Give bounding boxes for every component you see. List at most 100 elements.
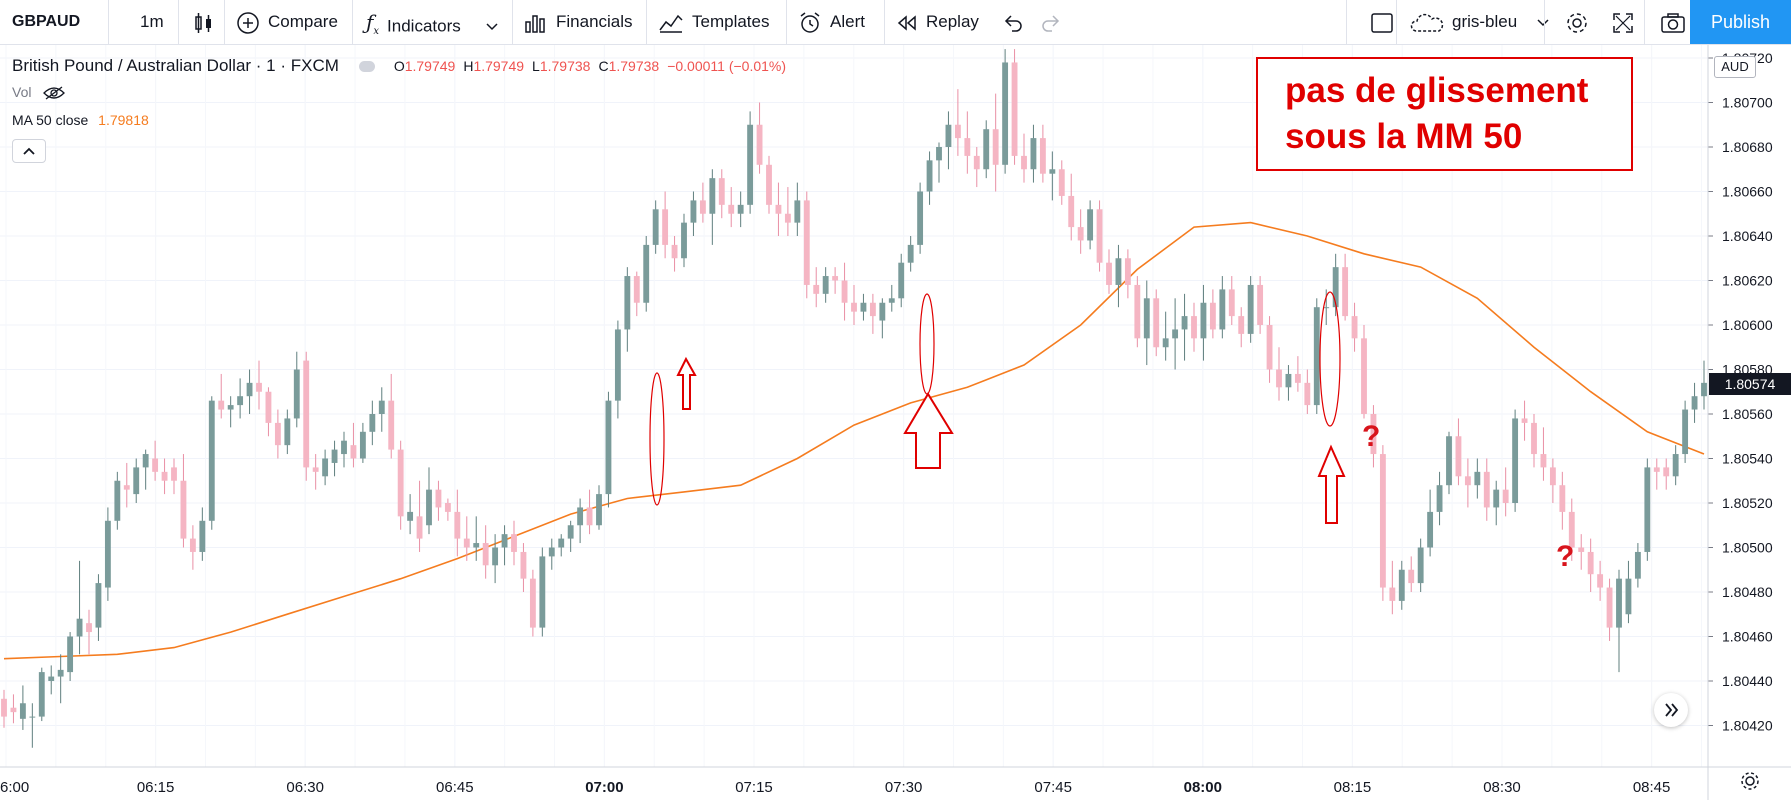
candle: [586, 489, 593, 535]
candle-body: [482, 543, 489, 566]
candle: [1389, 560, 1396, 615]
candle: [1124, 249, 1131, 299]
candle-body: [567, 525, 574, 539]
candle-body: [29, 716, 36, 718]
candle: [756, 102, 763, 174]
price-tick-label: 1.80700: [1722, 95, 1773, 111]
annotation-textbox[interactable]: [1256, 57, 1633, 171]
candle-body: [1162, 338, 1169, 348]
annotation-drawings[interactable]: [649, 291, 1346, 524]
replay-button[interactable]: Replay: [886, 0, 989, 44]
annotation-arrow-up[interactable]: [676, 356, 697, 410]
candle-body: [813, 284, 820, 294]
candle-body: [917, 191, 924, 245]
plus-circle-icon: [237, 11, 259, 34]
currency-tag[interactable]: AUD: [1714, 56, 1756, 78]
candle: [237, 378, 244, 419]
candle: [954, 89, 961, 156]
layout-button[interactable]: [1360, 0, 1404, 44]
annotation-ellipse[interactable]: [649, 372, 665, 506]
ma-legend: MA 50 close 1.79818: [12, 112, 149, 128]
candle-body: [1587, 551, 1594, 575]
axis-settings-gear-icon[interactable]: [1736, 767, 1764, 795]
candle: [511, 520, 517, 566]
settings-button[interactable]: [1554, 0, 1600, 44]
undo-button[interactable]: [992, 0, 1034, 44]
candle: [652, 200, 659, 254]
toolbar-divider: [512, 0, 513, 44]
candle: [67, 632, 74, 681]
candle: [605, 391, 612, 508]
vol-label[interactable]: Vol: [12, 84, 32, 100]
redo-button[interactable]: [1030, 0, 1072, 44]
indicators-button[interactable]: ƒx Indicators: [356, 0, 509, 44]
interval-button[interactable]: 1m: [140, 12, 164, 31]
candle-body: [841, 280, 848, 303]
candle: [624, 267, 631, 352]
time-axis[interactable]: 6:00 06:15 06:30 06:45 07:00 07:15 07:30 07:45 0…: [0, 766, 1791, 796]
annotation-ellipse[interactable]: [1319, 291, 1341, 427]
ma50-line[interactable]: [3, 221, 1705, 660]
annotation-arrow-up[interactable]: [903, 392, 954, 469]
scroll-to-realtime-button[interactable]: [1654, 693, 1688, 727]
candle-body: [1257, 284, 1264, 325]
candle-body: [577, 507, 584, 526]
annotation-ellipse[interactable]: [919, 293, 935, 395]
candle-body: [662, 209, 669, 245]
candle: [208, 396, 215, 530]
candle-body: [256, 382, 262, 392]
candle: [813, 267, 820, 308]
collapse-legend-button[interactable]: [12, 139, 46, 163]
templates-button[interactable]: Templates: [648, 0, 779, 44]
alert-button[interactable]: Alert: [788, 0, 875, 44]
square-icon: [1371, 12, 1393, 33]
ma-label[interactable]: MA 50 close: [12, 112, 89, 128]
symbol-title[interactable]: British Pound / Australian Dollar · 1 · …: [12, 56, 339, 75]
time-tick-label: 07:45: [1034, 779, 1072, 796]
candle-body: [369, 414, 376, 432]
candle-body: [1209, 302, 1216, 330]
fullscreen-button[interactable]: [1602, 0, 1644, 44]
candle-body: [869, 302, 876, 317]
candle-body: [312, 467, 319, 472]
time-tick-label: 07:30: [885, 779, 923, 796]
compare-label: Compare: [268, 12, 338, 31]
price-axis[interactable]: 1.807201.807001.806801.806601.806401.806…: [1707, 45, 1773, 800]
candle: [1191, 302, 1197, 352]
candle: [860, 293, 867, 321]
candle-body: [1606, 587, 1613, 628]
candle-body: [652, 209, 659, 245]
rewind-icon: [897, 14, 916, 31]
symbol-search-button[interactable]: GBPAUD: [12, 13, 81, 30]
price-tick-label: 1.80420: [1722, 718, 1773, 734]
legend-menu-icon[interactable]: [359, 61, 376, 73]
candle-body: [359, 431, 366, 459]
candle-body: [10, 707, 17, 713]
candle: [1455, 418, 1462, 486]
candle: [577, 498, 584, 544]
candle-body: [48, 676, 55, 681]
snapshot-button[interactable]: [1650, 0, 1696, 44]
candle: [1634, 543, 1641, 588]
candle-body: [1474, 471, 1481, 486]
price-tick-label: 1.80480: [1722, 584, 1773, 600]
candle: [284, 409, 291, 455]
publish-button[interactable]: Publish: [1690, 0, 1791, 44]
theme-button[interactable]: gris-bleu: [1400, 0, 1560, 44]
candle: [681, 213, 687, 268]
annotation-arrow-up[interactable]: [1317, 444, 1346, 524]
price-chart[interactable]: 1.807201.807001.806801.806601.806401.806…: [0, 45, 1791, 800]
compare-button[interactable]: Compare: [226, 0, 348, 44]
financials-button[interactable]: Financials: [514, 0, 643, 44]
candle-body: [1, 698, 7, 717]
candle: [596, 485, 602, 530]
question-mark-annotation[interactable]: ?: [1556, 540, 1575, 573]
price-tick-label: 1.80640: [1722, 228, 1773, 244]
eye-crossed-icon[interactable]: [43, 86, 66, 100]
price-tick-label: 1.80560: [1722, 406, 1773, 422]
question-mark-annotation[interactable]: ?: [1362, 420, 1381, 453]
chart-type-button[interactable]: [183, 0, 225, 44]
candle: [76, 560, 83, 655]
candle: [1049, 151, 1056, 201]
candle: [1417, 538, 1424, 592]
